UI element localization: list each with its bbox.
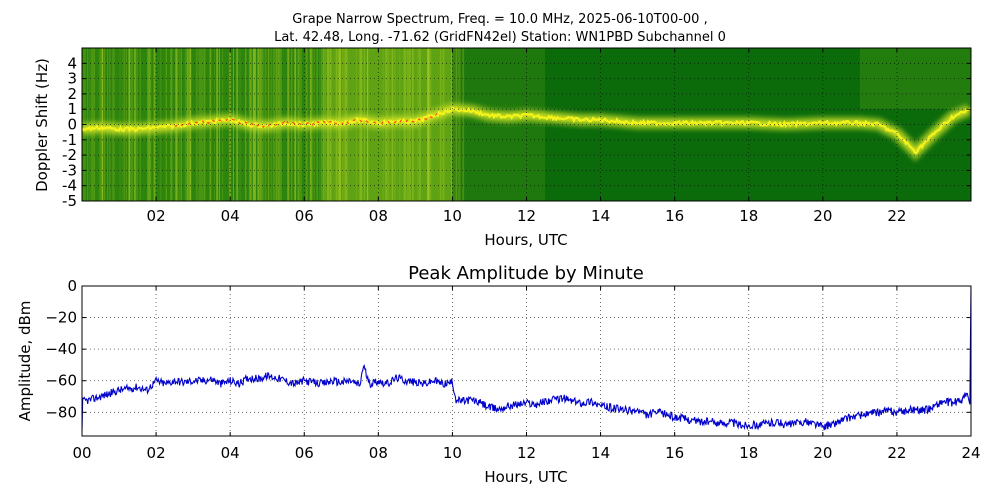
spectrogram-y-tick-label: 0: [67, 116, 77, 134]
amplitude-x-tick-label: 22: [887, 444, 906, 462]
amplitude-panel: Peak Amplitude by Minute 00 02 04 06 08 10 12 1…: [16, 263, 981, 486]
amplitude-x-tick-label: 24: [961, 444, 980, 462]
spectrogram-y-tick-label: 2: [67, 85, 77, 103]
amplitude-x-tick-label: 00: [72, 444, 91, 462]
spectrogram-y-tick-label: -3: [62, 161, 77, 179]
spectrogram-x-tick-label: 16: [665, 207, 684, 225]
amplitude-x-tick-label: 20: [813, 444, 832, 462]
spectrogram-x-tick-label: 22: [887, 207, 906, 225]
amplitude-y-tick-label: −80: [45, 403, 77, 421]
amplitude-ticks: 00 02 04 06 08 10 12 14 16 18 20 22 24 0 −20 −40 −60 −80: [45, 277, 980, 462]
amplitude-x-tick-label: 06: [295, 444, 314, 462]
spectrogram-y-axis-label: Doppler Shift (Hz): [33, 58, 51, 192]
amplitude-x-tick-label: 10: [443, 444, 462, 462]
amplitude-plot-background: [82, 286, 971, 436]
amplitude-x-tick-label: 08: [369, 444, 388, 462]
amplitude-y-tick-label: −40: [45, 340, 77, 358]
spectrogram-y-tick-label: -5: [62, 192, 77, 210]
amplitude-x-tick-label: 02: [147, 444, 166, 462]
amplitude-x-tick-label: 16: [665, 444, 684, 462]
spectrogram-y-tick-label: 4: [67, 54, 77, 72]
spectrogram-y-tick-label: -1: [62, 131, 77, 149]
amplitude-y-tick-label: −20: [45, 309, 77, 327]
spectrogram-y-tick-label: 1: [67, 100, 77, 118]
spectrogram-y-tick-label: 3: [67, 70, 77, 88]
spectrogram-x-tick-label: 10: [443, 207, 462, 225]
amplitude-series-group: [82, 286, 971, 432]
spectrogram-y-tick-label: -4: [62, 177, 77, 195]
amplitude-y-tick-label: 0: [67, 277, 77, 295]
amplitude-x-tick-label: 14: [591, 444, 610, 462]
amplitude-y-tick-label: −60: [45, 372, 77, 390]
spectrogram-x-tick-label: 20: [813, 207, 832, 225]
spectrogram-x-tick-label: 08: [369, 207, 388, 225]
spectrogram-x-axis-label: Hours, UTC: [484, 231, 567, 249]
figure-supertitle-line2: Lat. 42.48, Long. -71.62 (GridFN42el) St…: [274, 30, 726, 45]
amplitude-chart-title: Peak Amplitude by Minute: [408, 263, 644, 284]
spectrogram-x-tick-label: 18: [739, 207, 758, 225]
amplitude-x-tick-label: 12: [517, 444, 536, 462]
spectrogram-x-tick-label: 04: [221, 207, 240, 225]
spectrogram-x-tick-label: 12: [517, 207, 536, 225]
amplitude-x-tick-label: 18: [739, 444, 758, 462]
spectrogram-x-tick-label: 02: [147, 207, 166, 225]
spectrogram-x-tick-label: 06: [295, 207, 314, 225]
amplitude-x-axis-label: Hours, UTC: [484, 468, 567, 486]
spectrogram-x-tick-label: 14: [591, 207, 610, 225]
amplitude-y-axis-label: Amplitude, dBm: [16, 301, 34, 422]
figure-supertitle-line1: Grape Narrow Spectrum, Freq. = 10.0 MHz,…: [292, 12, 708, 27]
spectrogram-y-tick-label: -2: [62, 146, 77, 164]
amplitude-x-tick-label: 04: [221, 444, 240, 462]
spectrogram-grid: [82, 48, 971, 202]
amplitude-series-line: [82, 286, 971, 432]
